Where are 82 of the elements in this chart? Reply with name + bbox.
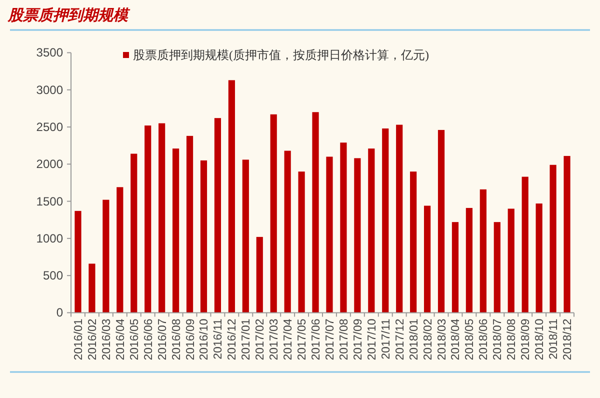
bar bbox=[508, 208, 514, 313]
x-tick-label: 2017/04 bbox=[282, 318, 295, 360]
x-tick-label: 2016/10 bbox=[198, 318, 211, 360]
x-tick-label: 2016/12 bbox=[226, 318, 239, 360]
x-tick-label: 2017/03 bbox=[268, 318, 281, 360]
x-tick-label: 2017/12 bbox=[394, 318, 406, 360]
x-tick-label: 2018/08 bbox=[506, 318, 518, 360]
bar bbox=[116, 187, 124, 313]
bar bbox=[298, 172, 305, 313]
x-tick-label: 2017/10 bbox=[366, 318, 378, 360]
bar bbox=[88, 264, 96, 313]
chart-title: 股票质押到期规模 bbox=[7, 7, 131, 24]
x-tick-label: 2017/11 bbox=[380, 318, 392, 360]
y-tick-label: 2000 bbox=[36, 157, 64, 172]
x-tick-label: 2018/09 bbox=[520, 318, 532, 360]
bar bbox=[74, 210, 82, 313]
x-tick-label: 2018/01 bbox=[408, 318, 420, 360]
bar bbox=[144, 126, 152, 313]
x-tick-label: 2016/01 bbox=[72, 318, 85, 360]
bar bbox=[200, 160, 208, 313]
x-tick-label: 2016/04 bbox=[114, 318, 127, 360]
bar bbox=[354, 158, 361, 313]
y-tick-label: 1500 bbox=[36, 194, 64, 208]
bar bbox=[368, 148, 375, 313]
bar bbox=[452, 222, 459, 313]
bar bbox=[186, 136, 194, 313]
bar bbox=[410, 172, 417, 313]
y-tick-label: 3500 bbox=[36, 46, 64, 60]
x-tick-label: 2016/08 bbox=[170, 318, 183, 360]
x-tick-label: 2016/03 bbox=[100, 318, 113, 360]
x-tick-label: 2016/11 bbox=[212, 318, 225, 360]
bar bbox=[284, 150, 291, 313]
y-tick-label: 3000 bbox=[36, 82, 64, 97]
x-tick-label: 2018/03 bbox=[436, 318, 448, 360]
x-tick-label: 2018/06 bbox=[478, 318, 490, 360]
bar bbox=[564, 156, 570, 313]
y-tick-label: 1000 bbox=[36, 231, 64, 246]
bar bbox=[522, 176, 528, 313]
x-tick-label: 2017/09 bbox=[352, 318, 364, 360]
y-tick-label: 500 bbox=[42, 268, 64, 283]
bar bbox=[550, 164, 556, 313]
y-tick-label: 0 bbox=[56, 306, 64, 320]
bar bbox=[102, 200, 110, 313]
bar bbox=[466, 208, 473, 313]
bar bbox=[242, 160, 249, 313]
bar bbox=[424, 206, 431, 313]
x-tick-label: 2017/02 bbox=[254, 318, 267, 360]
x-tick-label: 2018/07 bbox=[492, 318, 504, 360]
x-tick-label: 2018/04 bbox=[450, 318, 462, 360]
bar bbox=[312, 112, 319, 313]
bar bbox=[340, 142, 347, 313]
y-tick-label: 2500 bbox=[36, 120, 64, 134]
bar bbox=[158, 123, 166, 313]
x-tick-label: 2016/02 bbox=[86, 318, 99, 360]
x-tick-label: 2016/05 bbox=[128, 318, 141, 360]
x-tick-label: 2018/11 bbox=[548, 318, 560, 360]
bar bbox=[494, 222, 500, 313]
x-tick-label: 2018/05 bbox=[464, 318, 476, 360]
bar bbox=[396, 124, 403, 313]
x-tick-label: 2017/06 bbox=[310, 318, 323, 360]
x-tick-label: 2017/07 bbox=[324, 318, 336, 360]
bar bbox=[172, 148, 180, 313]
bar bbox=[382, 128, 389, 313]
x-tick-label: 2018/10 bbox=[534, 318, 546, 360]
bar bbox=[130, 154, 138, 313]
x-tick-label: 2018/02 bbox=[422, 318, 434, 360]
bar bbox=[480, 189, 486, 313]
x-tick-label: 2018/12 bbox=[562, 318, 574, 360]
x-tick-label: 2017/01 bbox=[240, 318, 253, 360]
bar bbox=[536, 204, 542, 313]
bar bbox=[214, 118, 222, 313]
x-tick-label: 2017/05 bbox=[296, 318, 309, 360]
x-tick-label: 2016/06 bbox=[142, 318, 155, 360]
bar bbox=[228, 80, 235, 313]
x-tick-label: 2017/08 bbox=[338, 318, 350, 360]
x-tick-label: 2016/07 bbox=[156, 318, 169, 360]
legend-label: 股票质押到期规模(质押市值，按质押日价格计算，亿元) bbox=[133, 48, 429, 62]
bar bbox=[270, 114, 277, 313]
bar bbox=[438, 130, 445, 313]
bar bbox=[326, 156, 333, 313]
bar bbox=[256, 236, 263, 313]
x-tick-label: 2016/09 bbox=[184, 318, 197, 360]
